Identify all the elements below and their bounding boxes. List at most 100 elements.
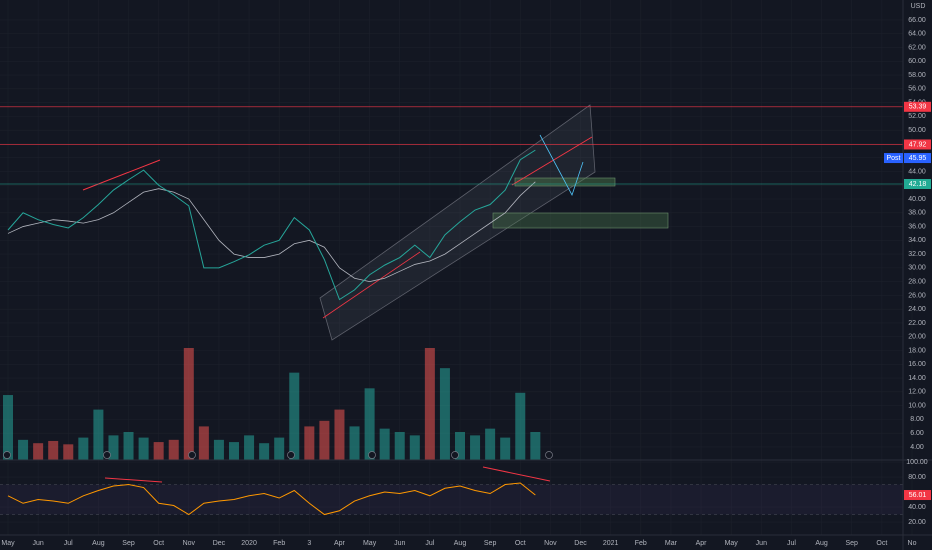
- volume-bar: [304, 426, 315, 460]
- x-tick-label: Dec: [574, 540, 587, 547]
- x-tick-label: Aug: [815, 540, 828, 547]
- rsi-line: [7, 482, 536, 516]
- price-tag: Post: [886, 155, 900, 162]
- moving-average: [7, 181, 536, 283]
- x-tick-label: 2021: [603, 540, 619, 547]
- upcoming-marker[interactable]: [545, 451, 553, 459]
- y-tick-label: 52.00: [908, 113, 926, 120]
- volume-bar: [455, 432, 465, 460]
- earnings-marker[interactable]: [451, 451, 459, 459]
- earnings-marker[interactable]: [103, 451, 111, 459]
- volume-bar: [93, 409, 104, 460]
- price-label: 42.18: [909, 181, 927, 188]
- trend-line: [322, 251, 421, 319]
- volume-bar: [183, 348, 194, 460]
- price-label: 47.92: [909, 141, 927, 148]
- y-tick-label: 34.00: [908, 237, 926, 244]
- y-tick-label: 12.00: [908, 389, 926, 396]
- y-tick-label: 16.00: [908, 361, 926, 368]
- x-tick-label: Nov: [183, 540, 196, 547]
- volume-bar: [229, 442, 239, 460]
- rsi-label: 56.01: [909, 492, 927, 499]
- y-tick-label: 40.00: [908, 504, 926, 511]
- y-tick-label: 22.00: [908, 320, 926, 327]
- y-tick-label: 30.00: [908, 265, 926, 272]
- price-tag-box: [884, 153, 903, 164]
- volume-bar: [289, 372, 300, 460]
- price-label: 45.95: [909, 155, 927, 162]
- volume-bar: [394, 432, 405, 460]
- volume-bar: [123, 432, 134, 460]
- x-tick-label: Aug: [92, 540, 105, 547]
- x-tick-label: May: [1, 540, 15, 547]
- x-tick-label: Jun: [32, 540, 43, 547]
- y-tick-label: 24.00: [908, 306, 926, 313]
- price-label-box: [904, 153, 931, 164]
- x-tick-label: Jun: [394, 540, 405, 547]
- trend-line: [82, 159, 161, 191]
- volume-bar: [409, 435, 420, 460]
- volume-bar: [63, 444, 74, 460]
- y-tick-label: 60.00: [908, 58, 926, 65]
- price-label-box: [904, 101, 931, 112]
- x-tick-label: Apr: [696, 540, 708, 547]
- volume-bar: [530, 432, 541, 460]
- x-tick-label: Jun: [756, 540, 767, 547]
- marks: [0, 106, 903, 516]
- volume-bar: [213, 439, 224, 460]
- x-tick-label: 3: [307, 540, 311, 547]
- rsi-label-box: [904, 490, 931, 501]
- trend-line: [511, 136, 593, 186]
- price-label-box: [904, 179, 931, 189]
- y-tick-label: 18.00: [908, 347, 926, 354]
- y-tick-label: 80.00: [908, 474, 926, 481]
- earnings-marker[interactable]: [188, 451, 196, 459]
- x-tick-label: 2020: [241, 540, 257, 547]
- volume-bar: [78, 437, 89, 460]
- volume-bar: [108, 435, 119, 460]
- volume-bar: [48, 440, 59, 460]
- y-tick-label: 28.00: [908, 278, 926, 285]
- price-label: 53.39: [909, 104, 927, 111]
- price-label-box: [904, 139, 931, 150]
- y-tick-label: 56.00: [908, 86, 926, 93]
- earnings-marker[interactable]: [3, 451, 11, 459]
- volume-bar: [18, 439, 29, 460]
- x-tick-label: Oct: [153, 540, 164, 547]
- y-tick-label: 10.00: [908, 402, 926, 409]
- earnings-marker[interactable]: [368, 451, 376, 459]
- event-markers: [3, 451, 553, 459]
- y-tick-label: 20.00: [908, 519, 926, 526]
- y-tick-label: 66.00: [908, 17, 926, 24]
- volume-bar: [259, 443, 270, 460]
- earnings-marker[interactable]: [287, 451, 295, 459]
- volume-bar: [364, 388, 375, 460]
- volume-bar: [379, 428, 390, 460]
- y-tick-label: 64.00: [908, 31, 926, 38]
- grid: [0, 484, 903, 515]
- x-tick-label: Sep: [484, 540, 497, 547]
- y-tick-label: 6.00: [910, 430, 924, 437]
- volume-bar: [319, 420, 330, 460]
- x-tick-label: No: [908, 540, 917, 547]
- volume-bar: [500, 437, 511, 460]
- x-tick-label: Oct: [515, 540, 526, 547]
- x-tick-label: Apr: [334, 540, 346, 547]
- volume-bar: [424, 348, 435, 460]
- volume-bar: [198, 426, 209, 460]
- price-line: [7, 149, 536, 301]
- x-tick-label: Nov: [544, 540, 557, 547]
- volume-bar: [153, 442, 164, 460]
- x-tick-label: Jul: [64, 540, 73, 547]
- x-tick-label: Sep: [845, 540, 858, 547]
- x-tick-label: Aug: [454, 540, 467, 547]
- y-tick-label: 100.00: [906, 459, 928, 466]
- y-tick-label: 4.00: [910, 444, 924, 451]
- y-tick-label: 26.00: [908, 292, 926, 299]
- x-tick-label: May: [725, 540, 739, 547]
- y-tick-label: 44.00: [908, 168, 926, 175]
- volume-bar: [439, 368, 450, 460]
- y-tick-label: 40.00: [908, 196, 926, 203]
- rsi-band: [0, 484, 903, 515]
